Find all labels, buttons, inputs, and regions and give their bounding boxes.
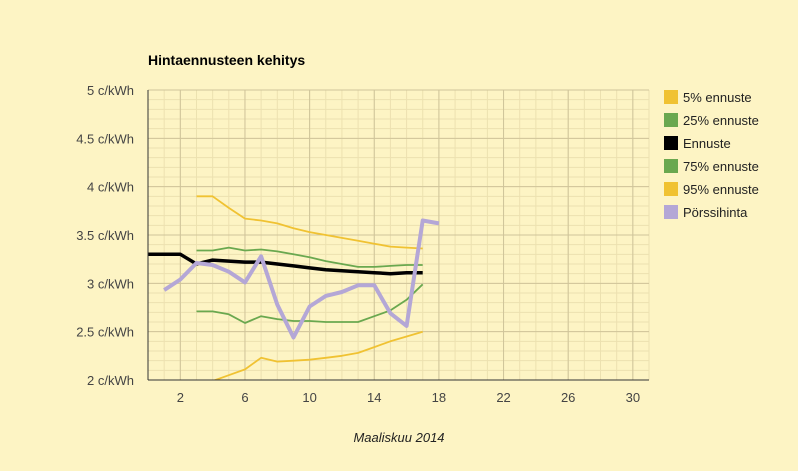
series-line-1	[212, 330, 423, 380]
legend-swatch	[664, 113, 678, 127]
y-tick-label: 2 c/kWh	[87, 373, 134, 388]
series-lines	[148, 195, 440, 380]
legend-swatch	[664, 90, 678, 104]
series-line-5	[196, 195, 423, 250]
legend-swatch	[664, 136, 678, 150]
x-tick-label: 14	[367, 390, 381, 405]
x-tick-label: 6	[241, 390, 248, 405]
legend-label: 5% ennuste	[683, 90, 752, 105]
y-tick-label: 3.5 c/kWh	[76, 228, 134, 243]
legend-label: Ennuste	[683, 136, 731, 151]
x-axis-label: Maaliskuu 2014	[353, 430, 444, 445]
y-tick-label: 2.5 c/kWh	[76, 325, 134, 340]
legend-label: Pörssihinta	[683, 205, 748, 220]
x-tick-label: 10	[302, 390, 316, 405]
legend-label: 95% ennuste	[683, 182, 759, 197]
legend-label: 25% ennuste	[683, 113, 759, 128]
x-tick-label: 2	[177, 390, 184, 405]
series-line-4	[196, 246, 423, 268]
y-tick-label: 5 c/kWh	[87, 83, 134, 98]
x-tick-label: 26	[561, 390, 575, 405]
legend-swatch	[664, 182, 678, 196]
tick-labels: 2 c/kWh 2.5 c/kWh 3 c/kWh 3.5 c/kWh 4 c/kWh 4…	[76, 83, 640, 405]
legend-swatch	[664, 205, 678, 219]
chart-title: Hintaennusteen kehitys	[148, 52, 305, 68]
grid	[147, 89, 650, 381]
legend-label: 75% ennuste	[683, 159, 759, 174]
y-tick-label: 3 c/kWh	[87, 276, 134, 291]
legend-swatch	[664, 159, 678, 173]
x-tick-label: 30	[626, 390, 640, 405]
series-line-3	[148, 252, 423, 276]
series-line-6	[163, 218, 440, 340]
series-line-2	[196, 283, 424, 324]
axes	[147, 90, 649, 381]
x-tick-label: 18	[432, 390, 446, 405]
y-tick-label: 4 c/kWh	[87, 180, 134, 195]
legend: 5% ennuste 25% ennuste Ennuste 75% ennuste 9…	[664, 90, 759, 220]
x-tick-label: 22	[496, 390, 510, 405]
y-tick-label: 4.5 c/kWh	[76, 131, 134, 146]
